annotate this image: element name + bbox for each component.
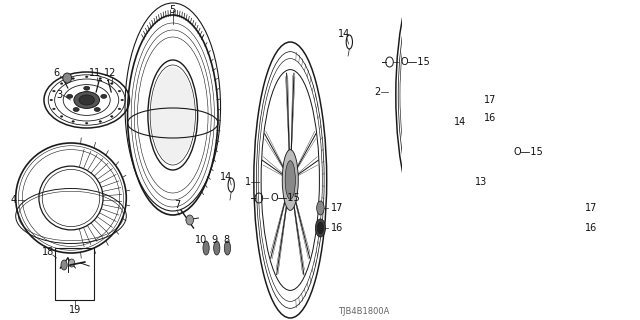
Text: O—15: O—15 [270,193,300,203]
Bar [55,248,94,300]
Ellipse shape [50,99,52,101]
Text: TJB4B1800A: TJB4B1800A [338,308,390,316]
Text: 17: 17 [484,95,497,105]
Ellipse shape [85,76,88,78]
Text: 14: 14 [338,29,351,39]
Ellipse shape [282,150,298,210]
Ellipse shape [572,222,578,234]
Text: 9: 9 [212,235,218,245]
Ellipse shape [470,93,478,107]
Text: 1: 1 [245,177,252,187]
Ellipse shape [203,241,209,255]
Text: 10: 10 [195,235,207,245]
Text: O—15: O—15 [514,147,544,157]
Ellipse shape [285,161,296,199]
Ellipse shape [121,99,124,101]
Text: 6: 6 [54,68,60,78]
Ellipse shape [68,259,75,267]
Text: 2: 2 [374,87,380,97]
Ellipse shape [111,116,113,117]
Text: 16: 16 [484,113,497,123]
Ellipse shape [186,215,193,225]
Ellipse shape [118,90,121,92]
Text: 17: 17 [330,203,343,213]
Ellipse shape [67,94,72,98]
Ellipse shape [426,77,435,113]
Text: 5: 5 [170,5,176,15]
Ellipse shape [72,121,74,122]
Ellipse shape [471,112,477,124]
Ellipse shape [100,94,107,98]
Ellipse shape [85,123,88,124]
Text: 16: 16 [585,223,597,233]
Text: 14: 14 [454,117,466,127]
Ellipse shape [94,108,100,111]
Ellipse shape [214,241,220,255]
Ellipse shape [317,201,324,215]
Text: 19: 19 [68,305,81,315]
Ellipse shape [529,161,545,219]
Ellipse shape [571,201,579,215]
Ellipse shape [60,83,63,84]
Text: 4: 4 [11,195,17,205]
Ellipse shape [317,222,324,234]
Text: 14: 14 [220,172,232,182]
Text: 11: 11 [90,68,102,78]
Text: 3: 3 [56,90,62,100]
Ellipse shape [73,108,79,111]
Text: O—15: O—15 [401,57,431,67]
Ellipse shape [118,108,121,110]
Ellipse shape [61,260,67,270]
Text: 12: 12 [104,68,116,78]
Text: 8: 8 [223,235,229,245]
Ellipse shape [316,219,326,237]
Text: 16: 16 [330,223,343,233]
Ellipse shape [60,116,63,117]
Ellipse shape [570,219,580,237]
Ellipse shape [99,121,102,122]
Ellipse shape [111,83,113,84]
Ellipse shape [423,67,438,124]
Ellipse shape [469,109,479,127]
Ellipse shape [84,86,90,90]
Text: 13: 13 [474,177,487,187]
Ellipse shape [79,95,94,105]
Ellipse shape [151,67,195,163]
Ellipse shape [52,90,55,92]
Ellipse shape [63,73,72,83]
Ellipse shape [52,108,55,110]
Ellipse shape [74,92,99,108]
Ellipse shape [224,241,230,255]
Ellipse shape [532,172,542,208]
Text: 18: 18 [42,247,54,257]
Ellipse shape [99,78,102,79]
Text: 7: 7 [174,200,180,210]
Text: 17: 17 [585,203,597,213]
Ellipse shape [72,78,74,79]
